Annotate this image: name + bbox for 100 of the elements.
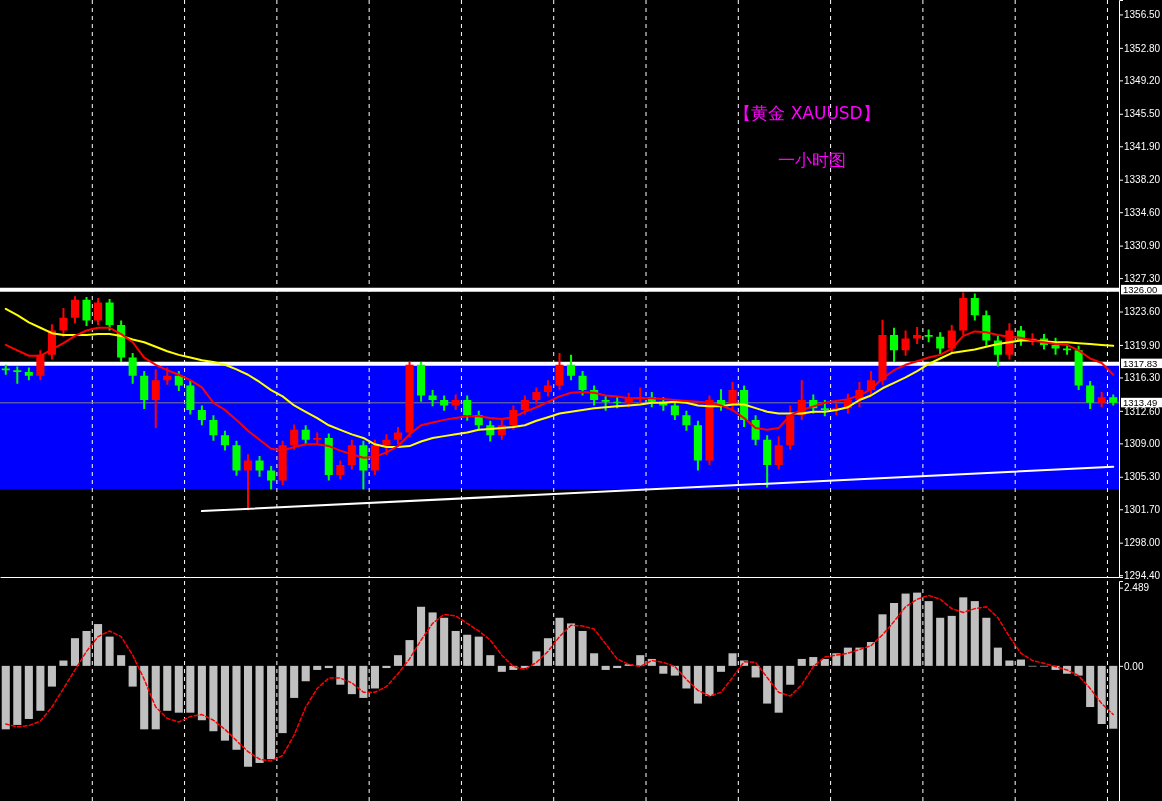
y-tick-label: 1323.60 xyxy=(1124,306,1161,318)
y-tick-label: 1327.30 xyxy=(1124,272,1161,284)
candlestick xyxy=(774,436,783,470)
text: 一小时图 xyxy=(778,150,846,170)
candlestick xyxy=(463,395,472,421)
candlestick xyxy=(94,297,103,326)
candlestick xyxy=(24,367,33,381)
candlestick xyxy=(532,387,541,405)
bar xyxy=(70,638,80,666)
candlestick xyxy=(255,456,264,477)
candlestick xyxy=(393,427,403,445)
bar xyxy=(313,665,322,670)
bar xyxy=(336,665,345,685)
ref-line-label: 1326.00 xyxy=(1123,284,1158,296)
ref-line-label: 1317.83 xyxy=(1123,358,1158,370)
bar xyxy=(59,660,68,666)
y-tick-label: 1330.90 xyxy=(1124,240,1161,252)
bar xyxy=(151,665,160,730)
candlestick xyxy=(578,371,587,396)
candlestick xyxy=(13,366,22,384)
line-series xyxy=(4,307,1115,448)
candlestick xyxy=(555,353,564,391)
candlestick xyxy=(174,371,183,391)
y-tick-label: 1305.30 xyxy=(1124,471,1161,483)
bar xyxy=(682,665,691,689)
candlestick xyxy=(151,369,160,429)
bar xyxy=(267,665,276,760)
y-tick-label: 0.00 xyxy=(1124,660,1144,672)
bar xyxy=(543,638,552,666)
candlestick xyxy=(924,329,933,343)
bar xyxy=(474,636,483,666)
bar xyxy=(716,665,726,672)
bar xyxy=(1097,665,1106,724)
bar xyxy=(417,606,426,666)
candlestick xyxy=(232,440,241,476)
bar xyxy=(901,593,910,666)
bar xyxy=(220,665,229,741)
bar xyxy=(970,601,979,666)
candlestick xyxy=(682,410,691,431)
bar xyxy=(451,630,460,666)
y-tick-label: 1298.00 xyxy=(1124,537,1161,549)
candlestick xyxy=(751,415,760,446)
bar xyxy=(693,665,702,704)
bar xyxy=(301,665,310,682)
bar xyxy=(290,665,299,698)
bar xyxy=(197,665,206,721)
bar xyxy=(82,630,91,666)
candlestick xyxy=(313,432,322,445)
bar xyxy=(393,655,403,666)
bar xyxy=(1005,660,1014,666)
candlestick xyxy=(890,327,899,363)
y-tick-label: 1349.20 xyxy=(1124,75,1161,87)
bar xyxy=(705,665,714,697)
bar xyxy=(117,655,126,666)
bar xyxy=(486,655,495,666)
bar xyxy=(94,624,103,666)
bar xyxy=(24,665,33,719)
y-tick-label: 1338.20 xyxy=(1124,174,1161,186)
line-series xyxy=(5,594,1114,762)
y-tick-label: 1352.80 xyxy=(1124,42,1161,54)
bar xyxy=(463,634,472,666)
y-tick-label: 1294.40 xyxy=(1124,569,1161,581)
bar xyxy=(659,665,668,674)
candlestick xyxy=(693,420,702,471)
bar xyxy=(728,653,737,666)
bar xyxy=(797,658,806,666)
candlestick xyxy=(359,440,368,490)
candlestick xyxy=(901,330,910,356)
candlestick xyxy=(36,350,45,381)
y-tick-label: 1309.00 xyxy=(1124,438,1161,450)
candlestick xyxy=(197,405,206,426)
bar xyxy=(866,641,876,666)
y-tick-label: 1301.70 xyxy=(1124,503,1161,515)
bar xyxy=(497,665,506,672)
candlestick xyxy=(936,332,945,354)
bar xyxy=(982,617,991,666)
bar xyxy=(440,617,449,666)
candlestick xyxy=(70,296,80,324)
bar xyxy=(947,615,956,666)
bar xyxy=(578,630,587,666)
y-tick-label: 1319.90 xyxy=(1124,339,1161,351)
bar xyxy=(993,647,1002,666)
candlestick xyxy=(105,298,114,331)
bar xyxy=(13,665,22,725)
candlestick xyxy=(670,400,679,420)
bar xyxy=(763,665,772,704)
candlestick xyxy=(728,381,737,410)
candlestick xyxy=(440,395,449,411)
candlestick xyxy=(567,354,576,381)
candlestick xyxy=(220,430,229,451)
bar xyxy=(278,665,287,734)
candlestick xyxy=(970,293,979,321)
bar xyxy=(359,665,368,698)
candlestick xyxy=(128,353,137,384)
candlestick xyxy=(336,460,345,480)
candlestick xyxy=(417,362,426,402)
bar xyxy=(140,665,149,730)
bar xyxy=(959,597,968,666)
bar xyxy=(186,665,195,713)
bar xyxy=(670,665,679,676)
